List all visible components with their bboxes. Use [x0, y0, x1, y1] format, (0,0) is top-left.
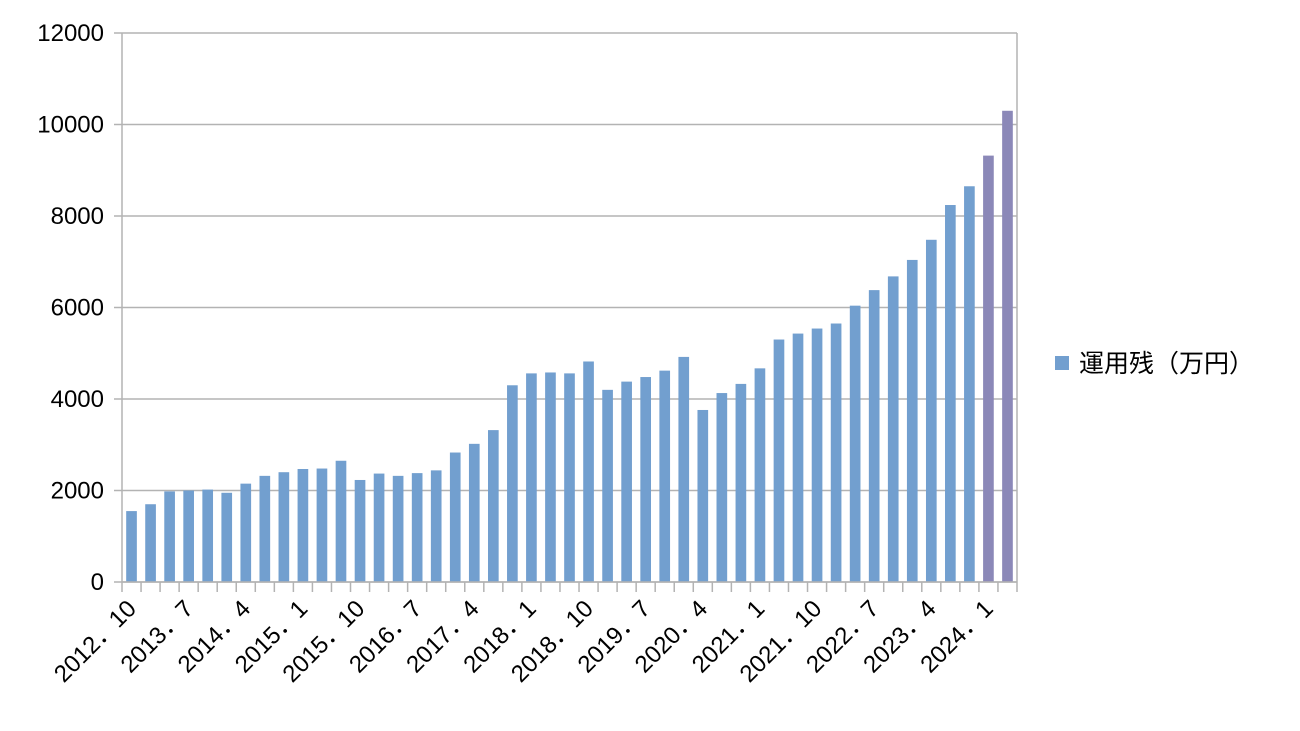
bar: [392, 475, 404, 582]
y-tick-label: 0: [91, 569, 104, 596]
y-tick-label: 4000: [51, 386, 104, 413]
bars: [126, 110, 1013, 583]
bar: [545, 372, 556, 582]
bar: [602, 389, 613, 582]
bar: [945, 205, 956, 582]
bar: [164, 491, 175, 582]
bar: [354, 479, 366, 582]
bar: [183, 490, 194, 582]
bar: [964, 186, 975, 582]
bar: [297, 468, 309, 582]
bar: [221, 492, 233, 582]
bar: [697, 409, 709, 582]
y-tick-label: 10000: [37, 112, 104, 139]
bar: [526, 373, 537, 582]
bar: [1002, 110, 1013, 583]
bar: [411, 473, 423, 582]
bar: [887, 276, 899, 582]
bar: [335, 460, 347, 582]
y-axis: 0 2000 4000 6000 8000 10000 12000: [37, 20, 123, 596]
legend-swatch: [1055, 356, 1069, 370]
bar: [145, 504, 156, 582]
bar: [126, 511, 137, 582]
bar: [278, 472, 290, 582]
y-tick-label: 6000: [51, 295, 104, 322]
bar: [487, 430, 499, 582]
bar: [983, 155, 994, 583]
y-tick-label: 2000: [51, 478, 104, 505]
bar: [868, 290, 880, 582]
bar: [792, 333, 804, 582]
bar: [240, 483, 252, 582]
bar: [583, 361, 594, 582]
y-tick-label: 8000: [51, 203, 104, 230]
bar: [716, 393, 728, 582]
y-tick-label: 12000: [37, 20, 104, 47]
bar: [202, 489, 214, 582]
bar: [621, 381, 632, 582]
x-axis: 2012．102013．72014．42015．12015．102016．720…: [49, 581, 1018, 688]
bar: [259, 475, 271, 582]
bar: [849, 305, 861, 582]
x-tick-label: 2012．10: [49, 595, 142, 688]
bar: [754, 368, 766, 582]
bar: [659, 370, 671, 582]
bar: [906, 259, 918, 582]
bar: [925, 239, 937, 583]
bar: [468, 443, 480, 582]
bar: [640, 377, 652, 582]
bar: [373, 473, 385, 582]
bar: [830, 323, 842, 582]
legend-label: 運用残（万円）: [1079, 350, 1254, 378]
bar: [507, 385, 518, 582]
bar: [449, 452, 461, 582]
bar: [811, 328, 823, 582]
bar: [773, 339, 785, 582]
bar: [430, 470, 442, 582]
bar: [564, 373, 575, 582]
bar: [316, 468, 328, 582]
legend: 運用残（万円）: [1055, 350, 1254, 378]
bar: [678, 356, 690, 582]
bar: [735, 383, 747, 582]
